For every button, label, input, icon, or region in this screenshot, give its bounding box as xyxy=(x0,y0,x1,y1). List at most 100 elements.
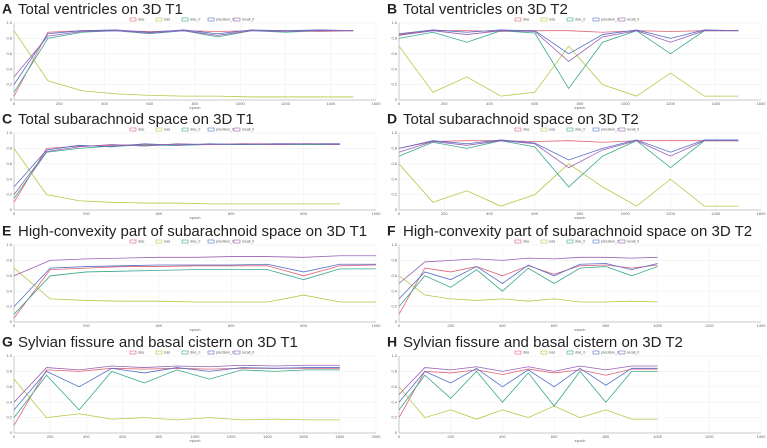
x-tick-label: 0 xyxy=(13,434,16,439)
y-tick-label: 0.6 xyxy=(391,384,397,389)
legend-label: loss xyxy=(549,239,555,243)
legend-label: recall_0 xyxy=(242,127,254,131)
y-tick-label: 0 xyxy=(395,319,398,324)
x-tick-label: 1400 xyxy=(711,211,721,216)
series-line xyxy=(13,264,377,319)
y-tick-label: 0.8 xyxy=(6,35,12,40)
legend-label: precision_0 xyxy=(601,17,619,21)
y-tick-label: 0.8 xyxy=(391,368,397,373)
chart-title: Total subarachnoid space on 3D T1 xyxy=(18,111,254,128)
y-tick-label: 1.0 xyxy=(6,130,12,135)
series-line xyxy=(13,30,354,93)
x-tick-label: 600 xyxy=(228,211,235,216)
series-line xyxy=(13,367,340,426)
x-tick-label: 200 xyxy=(441,211,448,216)
y-tick-label: 0.8 xyxy=(391,35,397,40)
y-tick-label: 0.2 xyxy=(391,192,397,197)
x-tick-label: 600 xyxy=(228,323,235,328)
x-tick-label: 1400 xyxy=(711,101,721,106)
series-line xyxy=(13,148,340,205)
x-tick-label: 1200 xyxy=(281,101,291,106)
legend-swatch xyxy=(618,127,626,132)
legend-swatch xyxy=(618,239,626,244)
legend-swatch xyxy=(566,127,574,132)
x-axis-label: epoch xyxy=(190,438,201,443)
legend-label: dice_0 xyxy=(190,127,200,131)
legend-label: loss xyxy=(164,239,170,243)
legend-label: dice xyxy=(138,17,144,21)
chart-title: Total subarachnoid space on 3D T2 xyxy=(403,111,639,128)
y-tick-label: 0.2 xyxy=(6,304,12,309)
legend-label: recall_0 xyxy=(627,239,639,243)
legend-swatch xyxy=(129,239,137,244)
x-tick-label: 400 xyxy=(101,101,108,106)
x-tick-label: 800 xyxy=(155,434,162,439)
series-line xyxy=(398,30,739,63)
legend-label: loss xyxy=(164,350,170,354)
series-line xyxy=(13,143,340,188)
series-line xyxy=(398,365,658,395)
legend-swatch xyxy=(233,350,241,355)
y-tick-label: 0 xyxy=(10,207,13,212)
series-line xyxy=(398,139,739,161)
series-line xyxy=(398,275,658,303)
x-tick-label: 400 xyxy=(155,323,162,328)
x-tick-label: 1000 xyxy=(191,434,201,439)
series-line xyxy=(398,368,658,418)
legend-label: dice_0 xyxy=(575,239,585,243)
series-line xyxy=(13,267,376,303)
legend-label: dice_0 xyxy=(190,350,200,354)
series-line xyxy=(13,30,354,98)
y-tick-label: 0.2 xyxy=(391,82,397,87)
x-axis-label: epoch xyxy=(575,327,586,332)
y-tick-label: 1.0 xyxy=(391,130,397,135)
legend-swatch xyxy=(566,239,574,244)
x-axis-label: epoch xyxy=(190,327,201,332)
series-line xyxy=(13,30,354,97)
series-line xyxy=(398,263,658,300)
legend-swatch xyxy=(233,239,241,244)
x-tick-label: 200 xyxy=(47,434,54,439)
legend-label: precision_0 xyxy=(601,127,619,131)
x-tick-label: 200 xyxy=(83,323,90,328)
series-line xyxy=(13,143,340,203)
x-tick-label: 800 xyxy=(192,101,199,106)
series-line xyxy=(398,140,739,169)
chart-title: High-convexity part of subarachnoid spac… xyxy=(403,223,752,240)
series-line xyxy=(398,264,658,315)
x-tick-label: 1600 xyxy=(757,101,767,106)
legend-label: recall_0 xyxy=(627,350,639,354)
panel-letter: A xyxy=(2,1,12,17)
series-line xyxy=(13,268,376,315)
legend-swatch xyxy=(514,239,522,244)
legend-label: dice_0 xyxy=(190,239,200,243)
x-tick-label: 1600 xyxy=(757,211,767,216)
chart-title: Total ventricles on 3D T1 xyxy=(18,1,183,18)
legend-swatch xyxy=(233,127,241,132)
y-tick-label: 0.2 xyxy=(6,192,12,197)
x-tick-label: 1200 xyxy=(227,434,237,439)
y-tick-label: 0.6 xyxy=(6,161,12,166)
y-tick-label: 0.6 xyxy=(6,384,12,389)
y-tick-label: 0.2 xyxy=(391,304,397,309)
x-tick-label: 400 xyxy=(486,101,493,106)
chart-title: Sylvian fissure and basal cistern on 3D … xyxy=(403,334,683,351)
legend-swatch xyxy=(155,350,163,355)
y-tick-label: 0.8 xyxy=(391,145,397,150)
x-tick-label: 400 xyxy=(486,211,493,216)
x-tick-label: 800 xyxy=(300,323,307,328)
y-tick-label: 0.2 xyxy=(6,82,12,87)
y-tick-label: 0 xyxy=(10,430,13,435)
legend-swatch xyxy=(566,17,574,22)
series-line xyxy=(398,370,658,411)
legend-label: precision_0 xyxy=(216,239,234,243)
x-tick-label: 600 xyxy=(551,323,558,328)
x-tick-label: 600 xyxy=(531,101,538,106)
series-line xyxy=(398,367,658,403)
x-tick-label: 0 xyxy=(398,101,401,106)
panel-letter: H xyxy=(387,334,397,350)
legend-label: dice xyxy=(138,350,144,354)
y-tick-label: 0.4 xyxy=(6,288,12,293)
y-tick-label: 0 xyxy=(395,97,398,102)
x-tick-label: 1400 xyxy=(757,323,767,328)
